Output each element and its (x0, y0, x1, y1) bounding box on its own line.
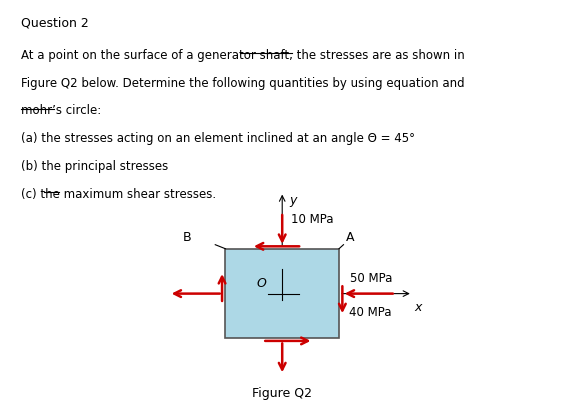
Text: 10 MPa: 10 MPa (291, 213, 333, 226)
Text: (a) the stresses acting on an element inclined at an angle Θ = 45°: (a) the stresses acting on an element in… (21, 132, 415, 145)
Text: Question 2: Question 2 (21, 16, 89, 30)
Text: A: A (346, 231, 354, 244)
Text: O: O (257, 277, 267, 290)
Text: B: B (183, 231, 191, 244)
Text: x: x (414, 301, 421, 314)
Text: (b) the principal stresses: (b) the principal stresses (21, 160, 168, 173)
Text: 50 MPa: 50 MPa (350, 272, 393, 285)
FancyBboxPatch shape (225, 249, 339, 339)
Text: y: y (289, 194, 296, 207)
Text: Figure Q2: Figure Q2 (252, 386, 312, 400)
Text: At a point on the surface of a generator shaft, the stresses are as shown in: At a point on the surface of a generator… (21, 49, 465, 62)
Text: mohr’s circle:: mohr’s circle: (21, 104, 101, 117)
Text: 40 MPa: 40 MPa (349, 306, 392, 319)
Text: Figure Q2 below. Determine the following quantities by using equation and: Figure Q2 below. Determine the following… (21, 77, 465, 90)
Text: (c) the maximum shear stresses.: (c) the maximum shear stresses. (21, 188, 217, 201)
